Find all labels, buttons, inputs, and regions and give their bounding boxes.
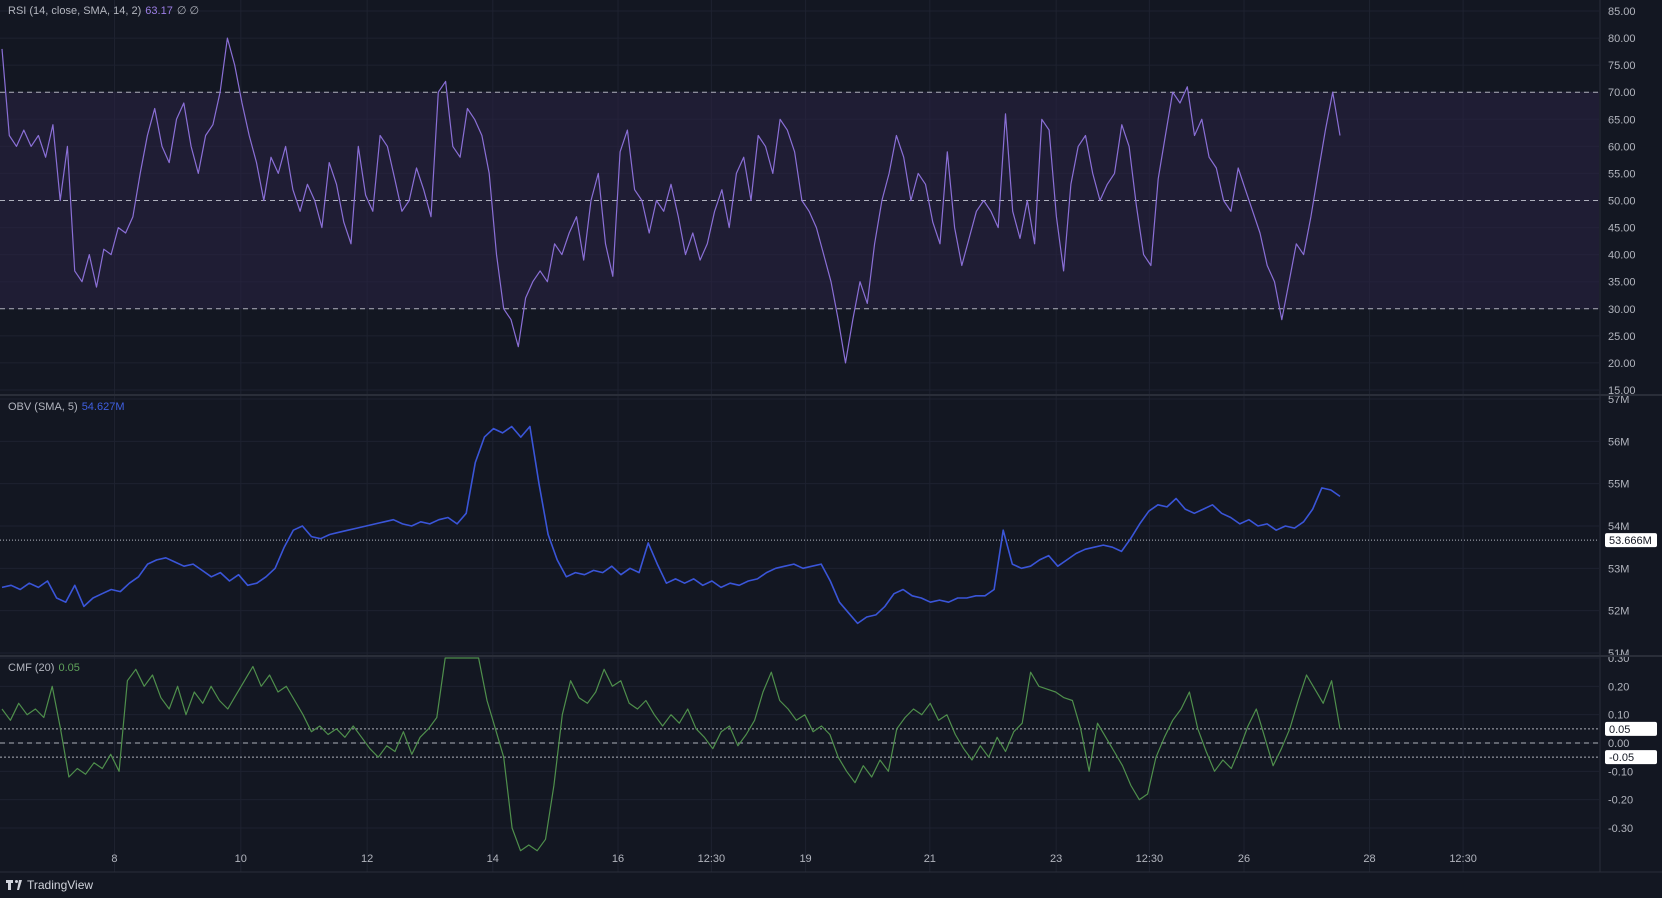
obv-y-tick-label: 57M xyxy=(1608,394,1629,406)
x-tick-label-2: 12 xyxy=(361,853,373,865)
x-tick-label-9: 12:30 xyxy=(1136,853,1164,865)
x-tick-label-10: 26 xyxy=(1238,853,1250,865)
rsi-legend-extra: ∅ ∅ xyxy=(176,5,200,17)
x-tick-label-7: 21 xyxy=(924,853,936,865)
obv-marker-tag-text: 53.666M xyxy=(1609,535,1652,547)
x-tick-label-3: 14 xyxy=(487,853,499,865)
cmf-legend[interactable]: CMF (20) 0.05 xyxy=(8,662,80,674)
rsi-series-line xyxy=(1,37,1341,364)
obv-y-tick-label: 53M xyxy=(1608,563,1629,575)
cmf-upper-level-tag-bg xyxy=(1605,721,1657,736)
rsi-legend[interactable]: RSI (14, close, SMA, 14, 2) 63.17 ∅ ∅ xyxy=(8,4,199,17)
rsi-y-tick-label: 20.00 xyxy=(1608,358,1636,370)
rsi-legend-value: 63.17 xyxy=(145,5,173,17)
cmf-y-tick-label: 0.20 xyxy=(1608,681,1629,693)
cmf-y-tick-label: -0.30 xyxy=(1608,823,1633,835)
series-lines xyxy=(1,37,1341,852)
rsi-y-tick-label: 50.00 xyxy=(1608,196,1636,208)
rsi-y-tick-label: 85.00 xyxy=(1608,6,1636,18)
cmf-y-tick-label: 0.00 xyxy=(1608,738,1629,750)
obv-legend-label: OBV (SMA, 5) xyxy=(8,401,78,413)
x-tick-label-4: 16 xyxy=(612,853,624,865)
rsi-y-tick-label: 65.00 xyxy=(1608,114,1636,126)
cmf-legend-value: 0.05 xyxy=(58,662,80,674)
rsi-y-tick-label: 30.00 xyxy=(1608,304,1636,316)
cmf-y-tick-label: -0.10 xyxy=(1608,766,1633,778)
obv-marker-tag-bg xyxy=(1605,533,1657,548)
time-scale[interactable]: 8 10 12 14 16 12:30 19 21 23 12:30 26 28 12:30 xyxy=(111,853,1476,865)
rsi-y-tick-label: 80.00 xyxy=(1608,33,1636,45)
obv-y-tick-label: 55M xyxy=(1608,479,1629,491)
x-tick-label-12: 12:30 xyxy=(1449,853,1477,865)
obv-y-tick-label: 52M xyxy=(1608,606,1629,618)
rsi-y-tick-label: 70.00 xyxy=(1608,87,1636,99)
obv-y-tick-label: 56M xyxy=(1608,436,1629,448)
x-tick-label-8: 23 xyxy=(1050,853,1062,865)
tradingview-logo-icon xyxy=(6,880,22,890)
obv-y-tick-label: 54M xyxy=(1608,521,1629,533)
cmf-y-tick-label: 0.30 xyxy=(1608,653,1629,665)
obv-series-line xyxy=(1,425,1341,625)
x-tick-label-0: 8 xyxy=(111,853,117,865)
brand-name: TradingView xyxy=(27,878,94,892)
cmf-upper-level-tag-text: 0.05 xyxy=(1609,724,1630,736)
cmf-legend-label: CMF (20) xyxy=(8,662,55,674)
x-tick-label-11: 28 xyxy=(1363,853,1375,865)
rsi-y-tick-label: 40.00 xyxy=(1608,250,1636,262)
rsi-legend-label: RSI (14, close, SMA, 14, 2) xyxy=(8,5,142,17)
rsi-y-tick-label: 60.00 xyxy=(1608,141,1636,153)
cmf-upper-level-tag: 0.05 xyxy=(1605,721,1657,736)
cmf-y-tick-label: -0.20 xyxy=(1608,795,1633,807)
obv-legend-value: 54.627M xyxy=(81,401,125,413)
rsi-y-tick-label: 55.00 xyxy=(1608,168,1636,180)
obv-legend[interactable]: OBV (SMA, 5) 54.627M xyxy=(8,401,125,413)
cmf-series-line xyxy=(1,657,1341,852)
x-tick-label-5: 12:30 xyxy=(698,853,726,865)
rsi-y-tick-label: 25.00 xyxy=(1608,331,1636,343)
rsi-y-tick-label: 75.00 xyxy=(1608,60,1636,72)
x-tick-label-1: 10 xyxy=(235,853,247,865)
rsi-y-tick-label: 35.00 xyxy=(1608,277,1636,289)
pane-separators[interactable] xyxy=(0,0,1662,873)
price-scale[interactable]: 85.00 80.00 75.00 70.00 65.00 60.00 55.00 50.00… xyxy=(1605,6,1657,835)
obv-marker-tag: 53.666M xyxy=(1605,533,1657,548)
tradingview-brand[interactable]: TradingView xyxy=(6,878,93,892)
rsi-y-tick-label: 45.00 xyxy=(1608,223,1636,235)
cmf-y-tick-label: 0.10 xyxy=(1608,710,1629,722)
cmf-lower-level-tag-text: -0.05 xyxy=(1609,752,1634,764)
x-tick-label-6: 19 xyxy=(799,853,811,865)
cmf-lower-level-tag: -0.05 xyxy=(1605,750,1657,765)
cmf-lower-level-tag-bg xyxy=(1605,750,1657,765)
